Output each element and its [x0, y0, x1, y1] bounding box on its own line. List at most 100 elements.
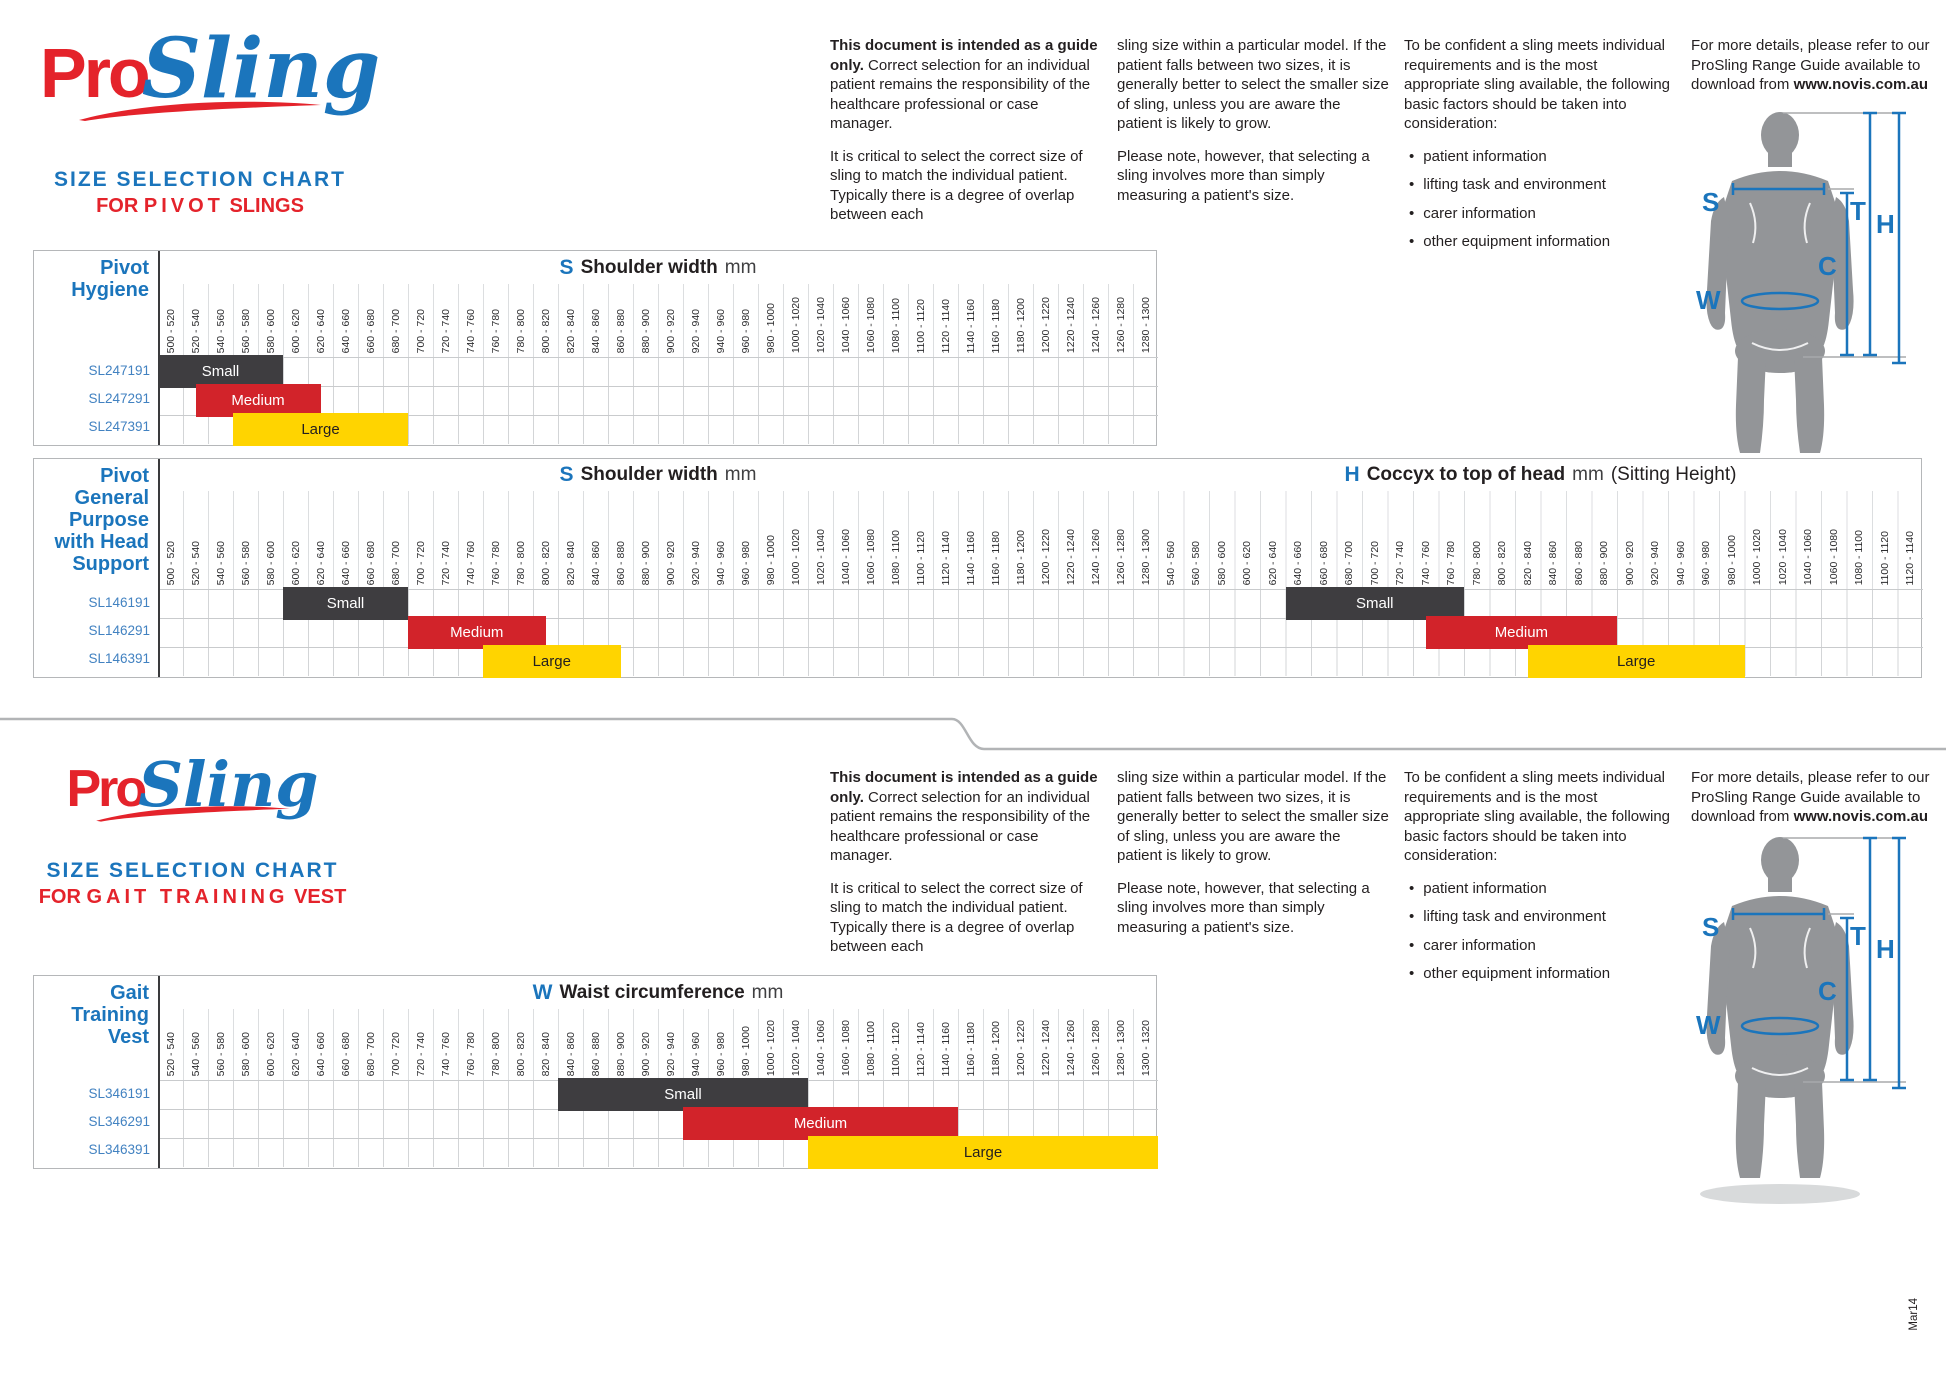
axis-letter: H	[1344, 463, 1360, 486]
tick-label: 580 - 600	[264, 540, 277, 585]
tick-label: 660 - 680	[364, 540, 377, 585]
tick-label: 1140 - 1160	[939, 1021, 952, 1077]
tick-label: 720 - 740	[1394, 540, 1407, 585]
tick-label: 1280 - 1300	[1114, 1019, 1127, 1076]
grid-row: Medium	[158, 384, 1158, 417]
size-bar-large: Large	[483, 645, 621, 678]
tick-label: 940 - 960	[714, 308, 727, 353]
tick-label: 1260 - 1280	[1089, 1019, 1102, 1076]
brand-block-pivot: ProSling SIZE SELECTION CHART FOR PIVOT …	[40, 26, 380, 218]
table-title-line: Training	[71, 1004, 149, 1026]
tick-label: 1280 - 1300	[1139, 528, 1152, 585]
tick-label: 780 - 800	[514, 308, 527, 353]
axis-letter: S	[559, 255, 574, 279]
tick-label: 600 - 620	[289, 540, 302, 585]
tick-label: 880 - 900	[639, 540, 652, 585]
tick-label: 700 - 720	[1368, 540, 1381, 585]
figure-seam-lines	[1749, 202, 1811, 351]
measure-line-waist	[1740, 291, 1820, 311]
measure-line-waist	[1740, 1016, 1820, 1036]
bullet-icon: •	[1409, 233, 1415, 250]
product-name-em: GAIT TRAINING	[86, 886, 289, 909]
product-name-tail: SLINGS	[229, 195, 304, 218]
axis-label: Shoulder width	[580, 464, 718, 485]
tick-label: 540 - 560	[214, 308, 227, 353]
tick-label: 600 - 620	[1241, 540, 1254, 585]
tick-label: 640 - 660	[314, 1031, 327, 1076]
figure-reference-lines	[1783, 837, 1906, 1083]
size-bar-small: Small	[558, 1078, 808, 1111]
tick-label: 1260 - 1280	[1114, 528, 1127, 585]
axis-title: W Waist circumference mm	[158, 976, 1158, 1009]
figure-shadow	[1700, 1184, 1860, 1204]
tick-label: 700 - 720	[414, 308, 427, 353]
sku-label: SL346291	[88, 1114, 150, 1129]
measure-line-c	[1840, 191, 1854, 357]
tick-label: 1100 - 1120	[889, 1021, 902, 1077]
tick-label: 1160 - 1180	[964, 1021, 977, 1077]
tick-label: 1180 - 1200	[1014, 529, 1027, 585]
prosling-logo: ProSling	[40, 26, 380, 112]
bullet-item: • lifting task and environment	[1409, 176, 1606, 193]
tick-label: 580 - 600	[239, 1031, 252, 1076]
tick-label: 900 - 920	[664, 540, 677, 585]
tick-label: 500 - 520	[164, 308, 177, 353]
table-pivot-hygiene: Pivot Hygiene SL247191 SL247291 SL247391 S Sho…	[33, 250, 1158, 446]
figure-label-h: H	[1876, 209, 1895, 239]
tick-label: 820 - 840	[539, 1031, 552, 1076]
tick-label: 540 - 560	[189, 1031, 202, 1076]
bullet-icon: •	[1409, 204, 1415, 222]
tick-label: 680 - 700	[1343, 540, 1356, 585]
size-bar-small: Small	[158, 355, 283, 388]
tick-label: 1160 - 1180	[989, 530, 1002, 586]
grid-row: Small	[1158, 587, 1923, 620]
paragraph: For more details, please refer to our Pr…	[1691, 37, 1930, 93]
tick-label: 1240 - 1260	[1089, 296, 1102, 353]
tick-label: 1080 - 1100	[889, 297, 902, 353]
figure-label-w: W	[1696, 285, 1721, 315]
tick-label: 900 - 920	[639, 1031, 652, 1076]
tick-label: 800 - 820	[539, 540, 552, 585]
paragraph: This document is intended as a guide onl…	[830, 37, 1098, 132]
table-title-line: Hygiene	[71, 279, 149, 301]
size-bar-large: Large	[1527, 645, 1745, 678]
tick-label: 580 - 600	[1215, 540, 1228, 585]
tick-label: 740 - 760	[464, 540, 477, 585]
tick-label: 800 - 820	[1496, 540, 1509, 585]
tick-label: 580 - 600	[264, 308, 277, 353]
product-title: FOR GAIT TRAINING VEST	[20, 886, 365, 909]
tick-label: 1240 - 1260	[1089, 528, 1102, 585]
sku-label: SL346191	[88, 1086, 150, 1101]
tick-label: 760 - 780	[464, 1031, 477, 1076]
guide-column-4: For more details, please refer to our Pr…	[1691, 768, 1931, 840]
tick-label: 840 - 860	[589, 308, 602, 353]
measure-line-shoulder	[1731, 908, 1826, 920]
tick-label: 1100 - 1120	[1878, 530, 1891, 586]
tick-label: 860 - 880	[589, 1031, 602, 1076]
table-title-line: Support	[72, 553, 149, 575]
table-title-line: General	[74, 487, 149, 509]
figure-label-c: C	[1818, 976, 1837, 1006]
tick-label: 980 - 1000	[1725, 534, 1738, 585]
tick-label: 640 - 660	[1292, 540, 1305, 585]
measure-line-shoulder	[1731, 183, 1826, 195]
figure-reference-lines	[1783, 112, 1906, 358]
tick-label: 1020 - 1040	[789, 1019, 802, 1076]
bullet-item: • other equipment information	[1409, 965, 1611, 982]
tick-label: 960 - 980	[714, 1031, 727, 1076]
tick-label: 760 - 780	[489, 540, 502, 585]
grid-row: Large	[158, 413, 1158, 446]
tick-label: 920 - 940	[689, 540, 702, 585]
tick-label: 1040 - 1060	[1802, 528, 1815, 585]
tick-label: 840 - 860	[589, 540, 602, 585]
size-bar-medium: Medium	[683, 1107, 958, 1140]
figure-label-w: W	[1696, 1010, 1721, 1040]
tick-label: 560 - 580	[1190, 540, 1203, 585]
tick-label: 980 - 1000	[739, 1025, 752, 1076]
version-label: Mar14	[1908, 1298, 1920, 1331]
bullet-icon: •	[1409, 908, 1415, 925]
table-title: Gait Training Vest	[34, 976, 158, 1048]
table-side-header: Gait Training Vest SL346191 SL346291 SL346391	[34, 976, 158, 1168]
axis-letter: W	[532, 980, 553, 1004]
